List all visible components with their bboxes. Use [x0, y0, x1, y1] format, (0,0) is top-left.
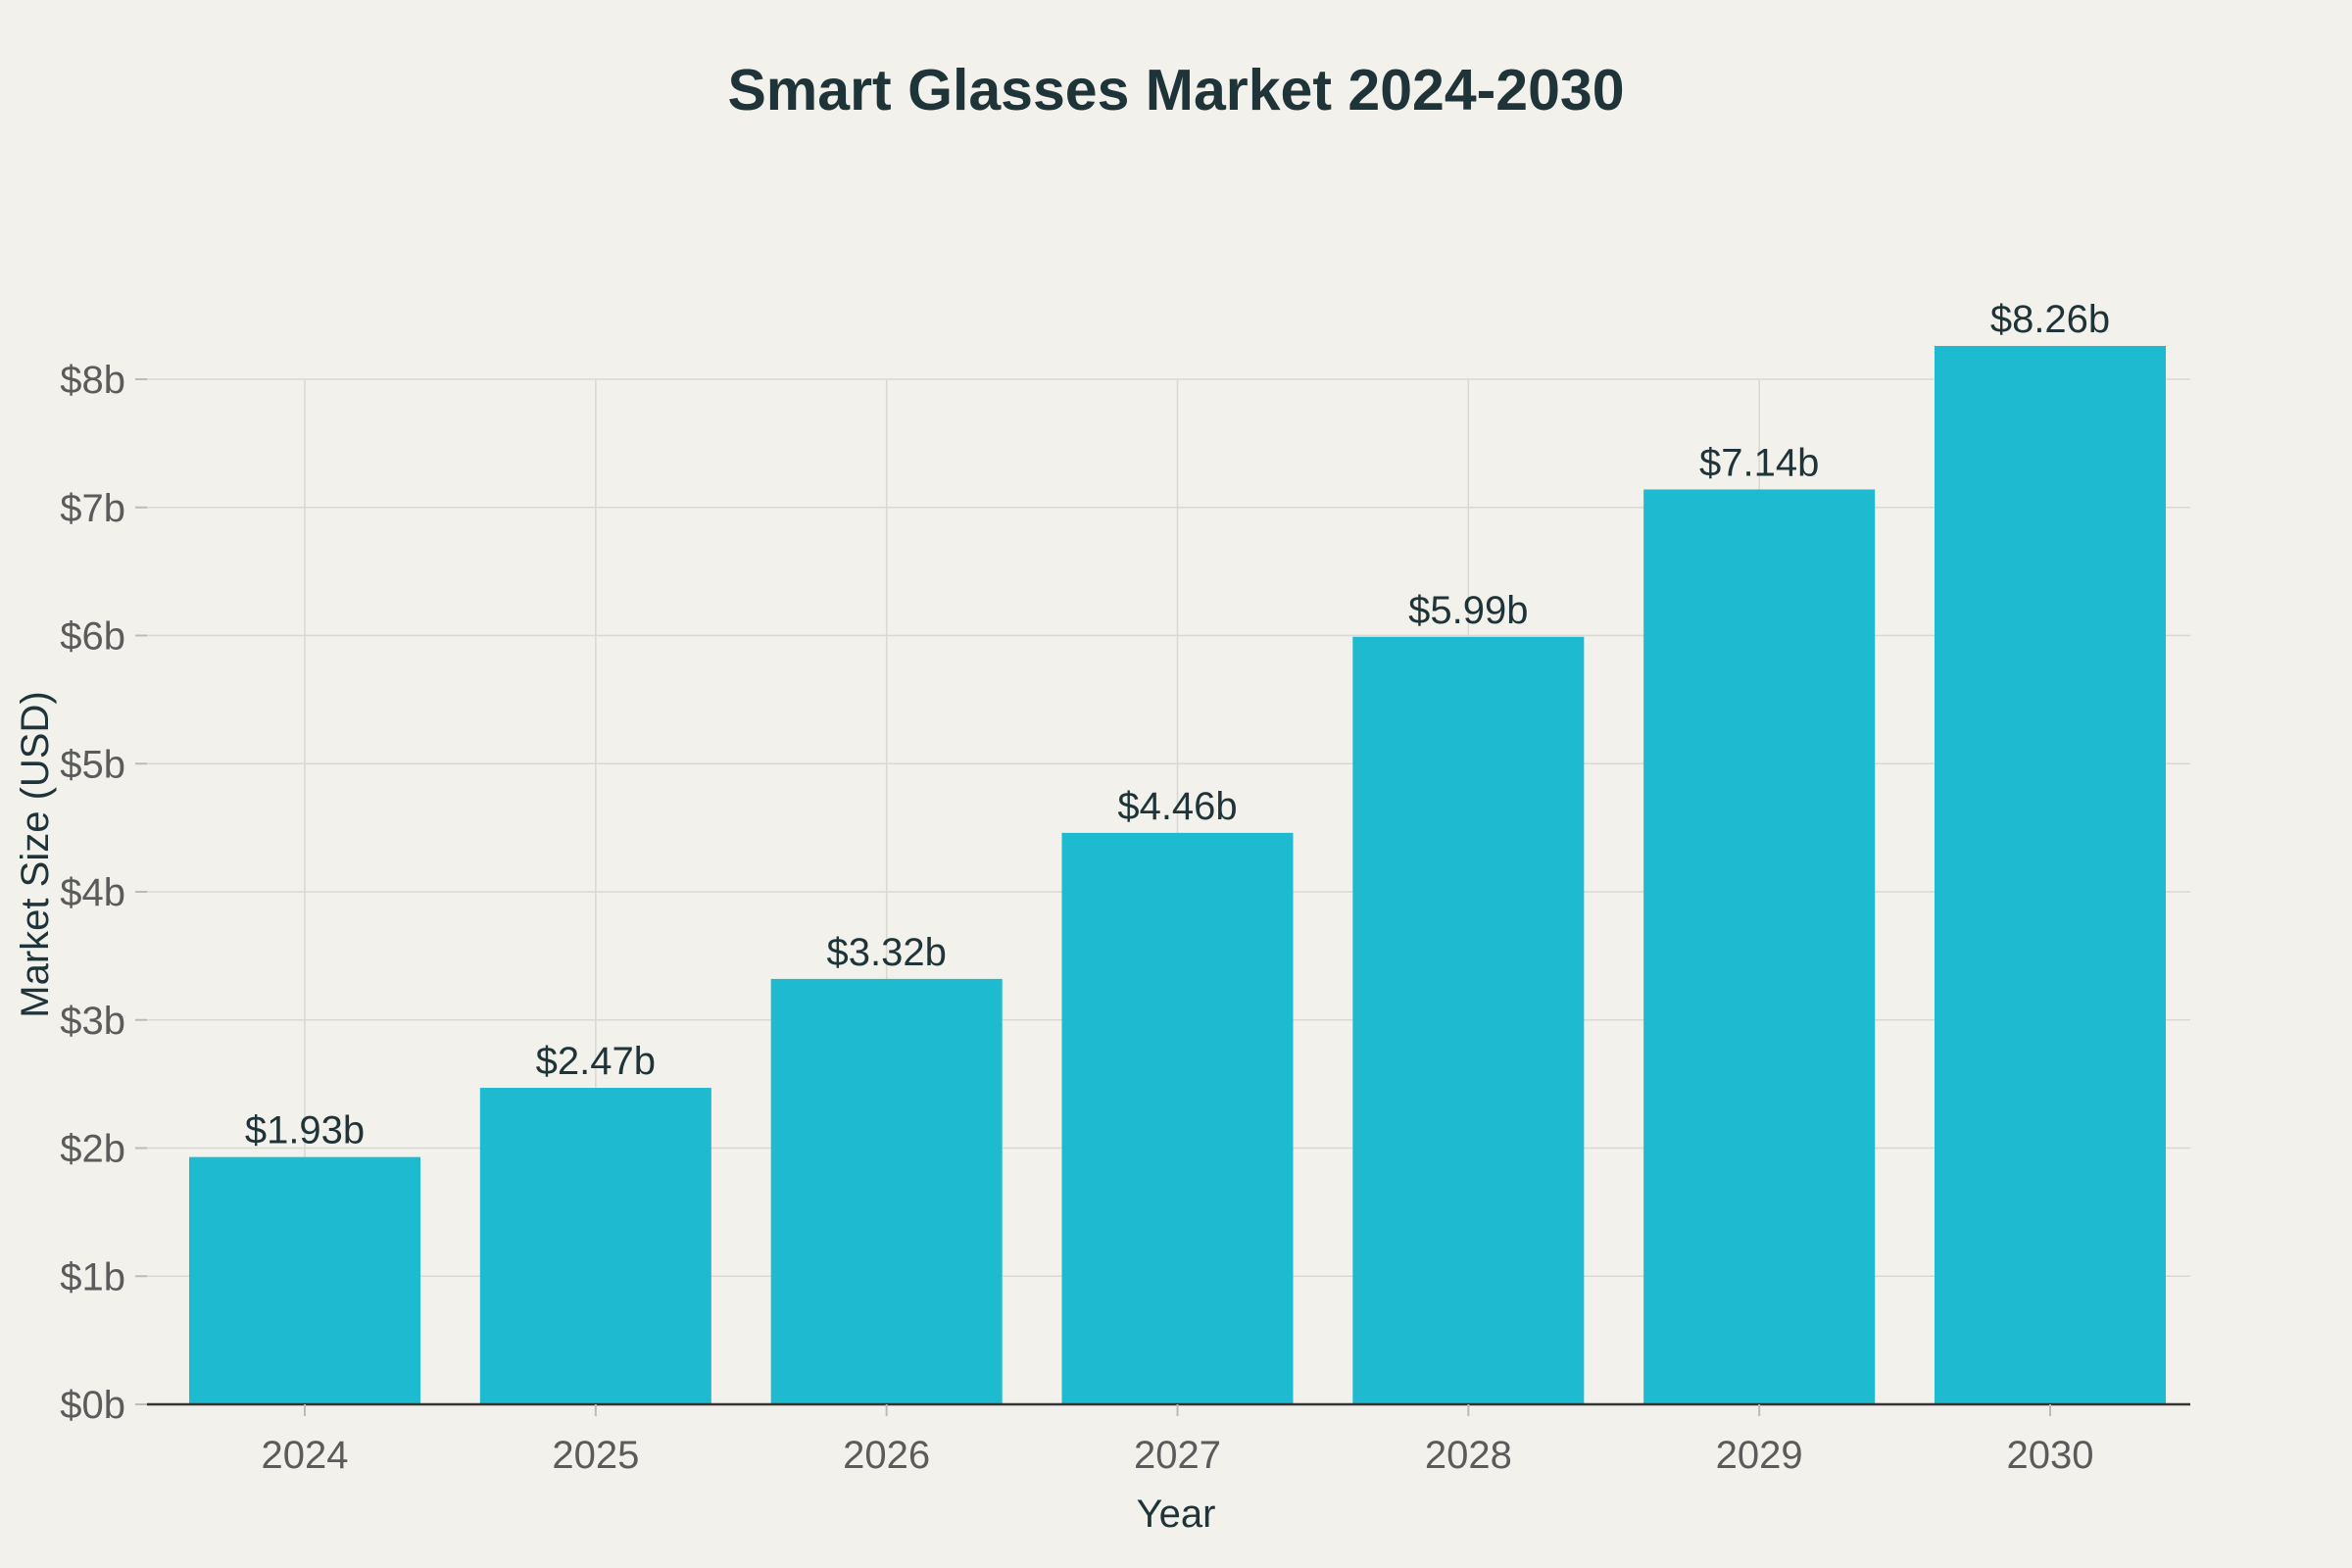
- svg-text:$0b: $0b: [60, 1384, 125, 1427]
- svg-text:$5b: $5b: [60, 743, 125, 786]
- svg-text:2026: 2026: [843, 1434, 930, 1477]
- svg-text:$3.32b: $3.32b: [826, 931, 946, 974]
- svg-text:$5.99b: $5.99b: [1408, 589, 1528, 632]
- svg-text:$2.47b: $2.47b: [536, 1040, 656, 1083]
- svg-text:2025: 2025: [552, 1434, 639, 1477]
- svg-text:$2b: $2b: [60, 1128, 125, 1171]
- svg-text:$4.46b: $4.46b: [1117, 785, 1237, 828]
- svg-text:$3b: $3b: [60, 1000, 125, 1043]
- svg-text:2029: 2029: [1716, 1434, 1803, 1477]
- svg-text:$7b: $7b: [60, 487, 125, 530]
- svg-text:$6b: $6b: [60, 615, 125, 659]
- svg-text:$4b: $4b: [60, 871, 125, 914]
- svg-text:$8b: $8b: [60, 359, 125, 402]
- svg-text:$1.93b: $1.93b: [245, 1109, 365, 1152]
- svg-text:2030: 2030: [2007, 1434, 2094, 1477]
- svg-text:$8.26b: $8.26b: [1990, 298, 2110, 341]
- svg-text:$7.14b: $7.14b: [1699, 441, 1819, 484]
- svg-text:2028: 2028: [1425, 1434, 1512, 1477]
- svg-text:2024: 2024: [262, 1434, 349, 1477]
- svg-text:$1b: $1b: [60, 1255, 125, 1298]
- svg-text:2027: 2027: [1134, 1434, 1221, 1477]
